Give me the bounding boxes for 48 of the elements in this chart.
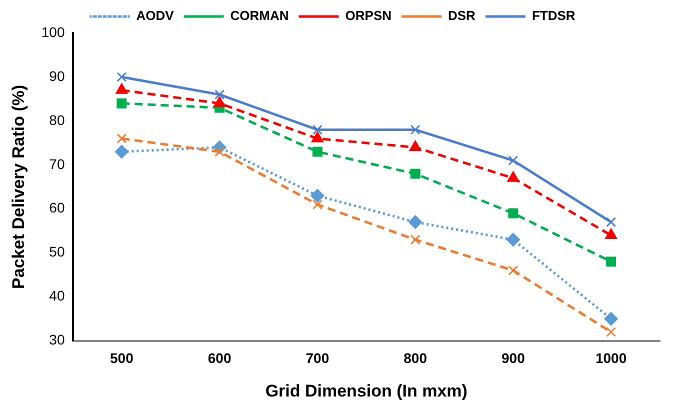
y-tick-label: 70: [49, 156, 65, 172]
point: [606, 327, 616, 337]
point: [114, 144, 128, 158]
x-tick-label: 500: [110, 350, 134, 366]
point: [508, 156, 518, 166]
point: [507, 171, 520, 182]
legend-label: FTDSR: [532, 8, 576, 24]
point: [312, 124, 322, 135]
legend-label: ORPSN: [345, 8, 392, 24]
point: [116, 83, 128, 94]
x-tick-label: 1000: [595, 350, 627, 366]
x-tick-label: 700: [306, 350, 330, 366]
point: [508, 208, 518, 218]
point: [506, 232, 520, 246]
x-tick-label: 800: [404, 350, 428, 366]
point: [214, 96, 226, 108]
point: [312, 146, 322, 157]
point: [214, 90, 225, 100]
y-tick-label: 60: [49, 200, 65, 216]
legend-label: CORMAN: [230, 8, 289, 24]
point: [408, 215, 422, 229]
y-tick-label: 30: [49, 332, 65, 348]
point: [606, 256, 616, 267]
point: [116, 98, 127, 108]
legend-label: AODV: [136, 8, 174, 24]
point: [311, 132, 324, 142]
x-axis-title: Grid Dimension (In mxm): [265, 381, 468, 400]
y-tick-label: 50: [49, 244, 65, 260]
point: [116, 72, 127, 82]
y-tick-label: 90: [49, 68, 65, 84]
point: [604, 312, 618, 326]
point: [410, 234, 420, 245]
legend-label: DSR: [448, 8, 476, 24]
y-tick-label: 100: [41, 24, 65, 40]
point: [116, 134, 127, 144]
point: [310, 188, 324, 202]
x-tick-label: 900: [502, 350, 526, 366]
point: [409, 140, 422, 152]
y-axis-title: Packet Delivery Ratio (%): [8, 84, 28, 289]
x-tick-label: 600: [208, 350, 232, 366]
point: [410, 168, 420, 179]
point: [606, 217, 616, 228]
point: [605, 228, 618, 240]
point: [312, 199, 322, 210]
point: [410, 124, 420, 135]
y-tick-label: 40: [49, 288, 65, 304]
y-tick-label: 80: [49, 112, 65, 128]
point: [508, 265, 518, 276]
